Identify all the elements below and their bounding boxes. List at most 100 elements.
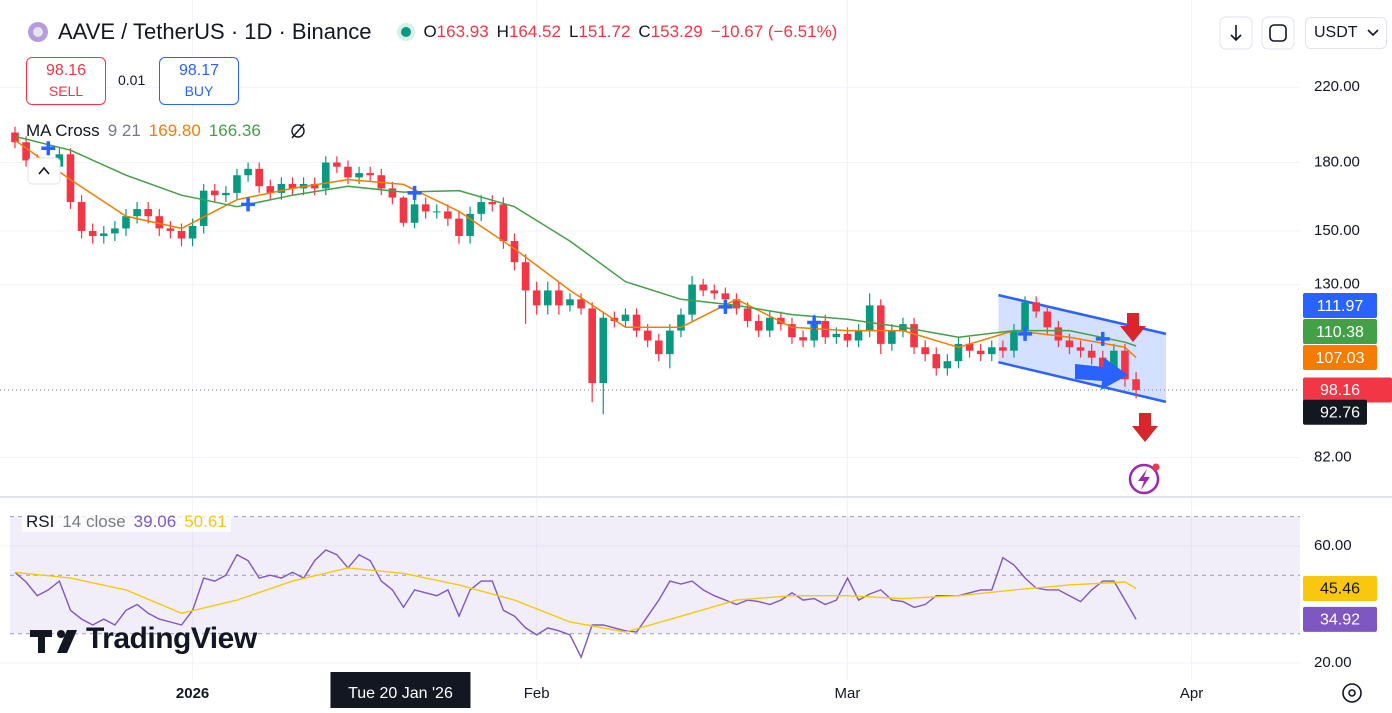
candle-body	[444, 211, 452, 219]
candle-body	[555, 290, 563, 306]
axis-value-label: 92.76	[1320, 404, 1360, 421]
candle-body	[155, 216, 164, 229]
candle-body	[321, 162, 330, 189]
indicator-name[interactable]: MA Cross	[26, 121, 100, 140]
crosshair-time-box	[330, 672, 471, 708]
axis-value-label: 110.38	[1316, 324, 1364, 341]
channel-line	[998, 360, 1167, 404]
logo-text: TradingView	[86, 622, 257, 655]
axis-value-box	[1303, 377, 1392, 403]
rsi-tick-label: 60.00	[1314, 537, 1352, 554]
y-tick-label: 130.00	[1314, 276, 1360, 293]
spread: 0.01	[118, 72, 146, 88]
settings-icon[interactable]	[1342, 683, 1362, 703]
symbol-title[interactable]: AAVE / TetherUS · 1D · Binance	[58, 19, 372, 44]
y-tick-label: 180.00	[1314, 153, 1360, 170]
ohlc-label: H	[496, 22, 509, 41]
candle-body	[666, 330, 674, 355]
ohlc-label: C	[638, 22, 651, 41]
candle-body	[865, 305, 874, 331]
chevron	[38, 166, 50, 175]
rsi-ma-readout: 50.61	[184, 512, 227, 531]
candle-body	[510, 241, 519, 263]
axis-labels: 220.00 180.00 150.00 130.00 82.00 2026 Feb Mar A…	[176, 78, 1392, 708]
buy-price: 98.17	[178, 62, 220, 79]
candle-body	[621, 314, 630, 321]
candle-body	[577, 299, 585, 309]
sell-button[interactable]: 98.16 SELL	[26, 57, 106, 105]
candle-body	[888, 330, 896, 344]
candle-body	[166, 228, 175, 231]
candle-body	[122, 216, 130, 229]
candle-body	[910, 324, 918, 348]
candle-body	[77, 202, 86, 231]
sell-label: SELL	[48, 83, 84, 99]
download-icon	[1230, 25, 1242, 42]
down-arrow	[1120, 313, 1146, 342]
candle-body	[1087, 350, 1096, 358]
indicator-name[interactable]: RSI	[26, 512, 55, 531]
candle-body	[1065, 340, 1074, 348]
right-arrow	[1075, 357, 1128, 390]
grid	[0, 0, 1392, 680]
candle-body	[233, 175, 241, 193]
visibility-icon[interactable]	[291, 124, 305, 138]
currency-select[interactable]: USDT	[1305, 17, 1387, 49]
candle-body	[543, 290, 552, 306]
signal-cross	[1095, 331, 1110, 346]
down-arrow	[1132, 413, 1158, 442]
y-tick-label: 150.00	[1314, 222, 1360, 239]
header: AAVE / TetherUS · 1D · Binance O163.93 H…	[58, 19, 837, 45]
ohlc-value: 163.93	[436, 22, 489, 41]
axis-value-box	[1303, 576, 1377, 602]
candle-body	[222, 192, 230, 196]
collapse-button[interactable]	[27, 157, 61, 185]
candle-body	[1132, 379, 1140, 390]
candle-body	[177, 230, 186, 239]
candle-body	[987, 347, 996, 355]
sell-price: 98.16	[45, 62, 87, 79]
axis-value-box	[1303, 319, 1377, 345]
ohlc-value: 153.29	[650, 22, 703, 41]
candle-body	[765, 317, 774, 331]
axis-value-label: 34.92	[1320, 612, 1360, 629]
y-tick-label: 220.00	[1314, 78, 1360, 95]
candle-body	[710, 290, 719, 294]
ma-readout: 169.80	[148, 121, 201, 140]
axis-value-box	[1303, 606, 1377, 632]
candle-body	[1121, 350, 1129, 380]
candle-body	[832, 333, 841, 338]
candle-body	[244, 168, 252, 176]
candle-body	[366, 173, 374, 176]
x-tick-label: 2026	[176, 685, 209, 702]
candle-body	[88, 230, 97, 236]
alert-icon[interactable]	[1128, 463, 1160, 495]
y-tick-label: 82.00	[1314, 448, 1352, 465]
axis-value-label: 111.97	[1317, 298, 1364, 315]
axis-value-box	[1303, 399, 1367, 425]
signal-cross	[407, 185, 422, 200]
buy-button[interactable]: 98.17 BUY	[159, 57, 239, 105]
axis-value-label: 45.46	[1320, 581, 1360, 598]
candle-body	[999, 347, 1007, 351]
candle-body	[688, 284, 696, 315]
candle-body	[566, 299, 574, 306]
candle-body	[355, 173, 363, 178]
fullscreen-icon	[1269, 24, 1287, 42]
signal-cross	[241, 197, 256, 212]
candle-body	[799, 337, 807, 341]
ma-line	[14, 139, 1137, 359]
axis-value-label: 98.16	[1320, 382, 1360, 399]
candle-body	[488, 202, 497, 205]
candle-body	[333, 162, 341, 167]
candle-body	[732, 299, 741, 309]
candle-body	[721, 293, 730, 300]
axis-value-label: 107.03	[1316, 350, 1365, 367]
candle-body	[22, 142, 30, 161]
fullscreen-button[interactable]	[1261, 16, 1295, 50]
candle-body	[266, 186, 275, 193]
candle-body	[599, 317, 608, 384]
candle-body	[754, 320, 763, 331]
x-tick-label: Feb	[524, 685, 550, 702]
